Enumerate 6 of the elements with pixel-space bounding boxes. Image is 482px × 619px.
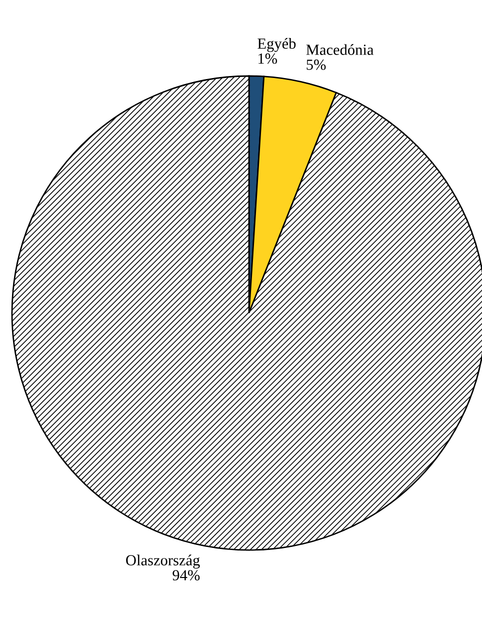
data-label: 1% <box>258 53 278 64</box>
slice-label: Olaszország <box>126 554 200 569</box>
data-label: 5% <box>306 60 326 70</box>
data-label: 94% <box>172 570 200 580</box>
slice-label: Macedónia <box>306 44 374 55</box>
slice-label: Egyéb <box>258 38 296 52</box>
